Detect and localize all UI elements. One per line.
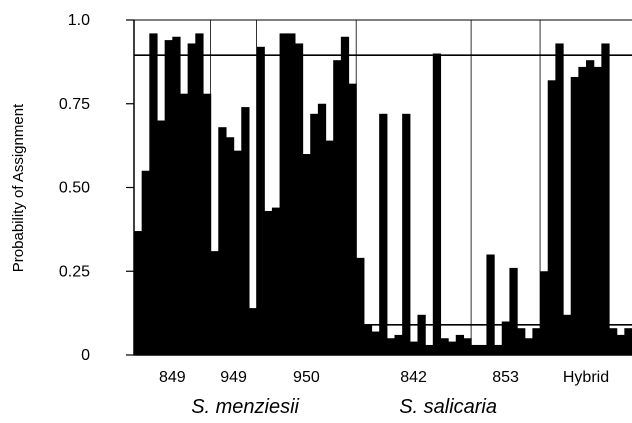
bar-950-12 [340,36,350,355]
bar-853-6 [509,267,518,355]
bar-849-8 [187,43,196,355]
bar-842-1 [356,257,365,355]
bar-950-1 [256,46,265,356]
bar-949-2 [218,127,227,355]
bar-hybrid-9 [601,43,610,355]
bar-842-15 [463,338,472,355]
bar-853-8 [524,338,533,355]
bar-849-7 [179,93,189,355]
bar-842-8 [409,341,419,355]
bar-849-5 [164,40,173,355]
bar-842-5 [386,338,396,355]
bar-949-5 [241,107,250,355]
y-axis-title: Probability of Assignment [10,103,27,272]
bar-hybrid-1 [540,271,549,355]
bar-950-9 [317,103,327,355]
bar-950-5 [287,33,296,356]
bar-950-8 [310,113,319,355]
bar-hybrid-4 [563,314,572,355]
bar-842-9 [417,314,426,355]
bar-842-3 [371,331,380,355]
bar-842-14 [455,334,465,355]
bar-849-4 [156,120,166,355]
bar-950-3 [271,207,281,355]
bar-hybrid-2 [547,80,556,356]
bar-950-7 [302,154,311,355]
bar-849-10 [202,93,212,355]
bar-849-1 [134,231,143,355]
bar-842-12 [440,338,449,355]
y-tick-label-0: 0 [81,347,90,364]
bar-hybrid-3 [555,43,564,355]
bar-949-3 [225,137,235,355]
group-label-849: 849 [159,369,186,386]
group-label-853: 853 [492,369,519,386]
bar-849-2 [141,170,150,355]
group-label-950: 950 [293,369,320,386]
bar-949-6 [248,308,258,355]
bar-853-1 [471,344,480,355]
bar-hybrid-7 [586,60,595,355]
axes-layer [126,19,632,356]
y-tick-label-0.75: 0.75 [59,96,90,113]
bar-842-7 [402,113,411,355]
bar-hybrid-8 [593,66,602,356]
bar-hybrid-12 [624,328,632,355]
bar-949-1 [210,251,219,355]
reference-lines-layer [134,20,632,355]
bar-hybrid-10 [609,328,618,355]
bar-hybrid-5 [570,76,579,355]
bar-842-2 [363,324,373,355]
labels-layer: 849 949 950 842 853 Hybrid 0 0.25 0.50 0.75 1.0 Pro… [10,12,609,418]
bar-849-9 [195,33,204,356]
bar-950-6 [294,43,304,355]
bar-853-2 [478,344,488,355]
species-label-1: S. menziesii [191,396,299,418]
y-tick-label-0.50: 0.50 [59,180,90,197]
bar-853-5 [501,321,511,355]
bar-hybrid-6 [578,66,587,356]
group-label-949: 949 [220,369,247,386]
bar-hybrid-11 [616,334,625,355]
y-tick-label-0.25: 0.25 [59,263,90,280]
species-label-2: S. salicaria [399,396,497,418]
bar-950-13 [348,83,357,356]
bars-layer [134,33,632,356]
group-label-hybrid: Hybrid [563,369,609,386]
bar-842-10 [425,344,434,355]
bar-842-6 [394,334,403,355]
bar-842-11 [432,53,442,355]
group-label-842: 842 [400,369,427,386]
bar-853-7 [517,328,526,355]
bar-950-2 [264,210,273,355]
y-tick-label-1.0: 1.0 [68,12,90,29]
bar-949-4 [233,150,242,355]
bar-853-3 [486,254,495,355]
bar-849-3 [149,33,158,356]
bar-849-6 [172,36,181,355]
bar-853-9 [532,328,541,355]
bar-853-4 [494,344,503,355]
bar-950-10 [325,140,334,355]
bar-950-4 [279,33,288,356]
bar-950-11 [333,60,342,355]
bar-842-4 [379,113,388,355]
bar-842-13 [448,341,457,355]
